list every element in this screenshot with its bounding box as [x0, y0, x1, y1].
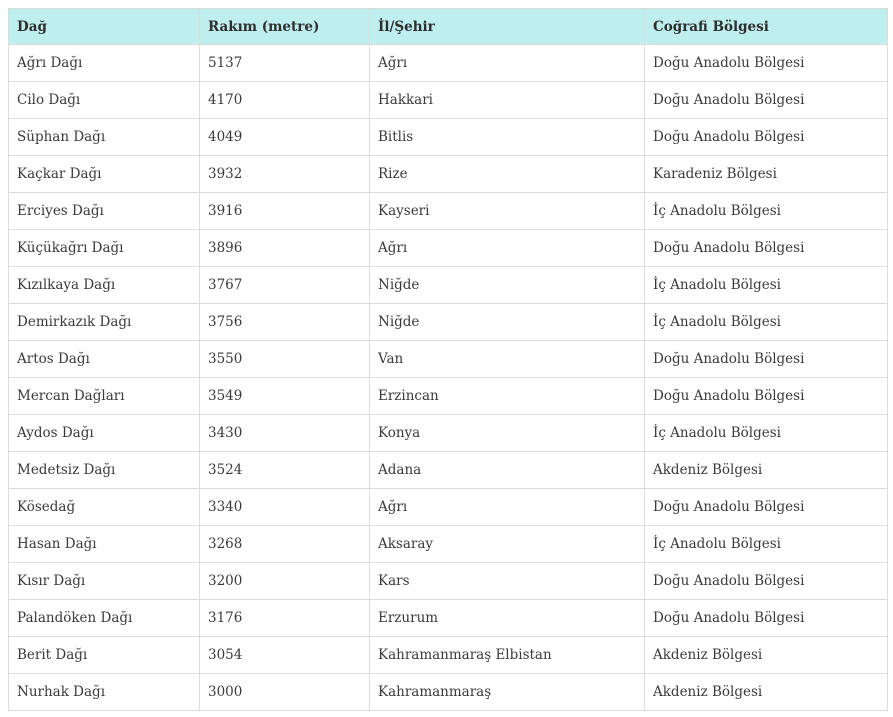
cell-region: Doğu Anadolu Bölgesi: [644, 229, 888, 267]
cell-mountain: Kızılkaya Dağı: [8, 266, 200, 304]
table-row: Nurhak Dağı 3000 Kahramanmaraş Akdeniz Bölg…: [8, 673, 888, 711]
cell-region: Doğu Anadolu Bölgesi: [644, 599, 888, 637]
table-row: Medetsiz Dağı 3524 Adana Akdeniz Bölgesi: [8, 451, 888, 489]
cell-altitude: 3054: [199, 636, 370, 674]
cell-altitude: 3000: [199, 673, 370, 711]
cell-city: Niğde: [369, 266, 645, 304]
cell-mountain: Demirkazık Dağı: [8, 303, 200, 341]
cell-mountain: Mercan Dağları: [8, 377, 200, 415]
table-row: Kızılkaya Dağı 3767 Niğde İç Anadolu Bölges…: [8, 266, 888, 304]
cell-city: Erzincan: [369, 377, 645, 415]
cell-mountain: Nurhak Dağı: [8, 673, 200, 711]
cell-mountain: Hasan Dağı: [8, 525, 200, 563]
cell-region: Karadeniz Bölgesi: [644, 155, 888, 193]
table-row: Ağrı Dağı 5137 Ağrı Doğu Anadolu Bölgesi: [8, 44, 888, 82]
cell-mountain: Artos Dağı: [8, 340, 200, 378]
cell-altitude: 5137: [199, 44, 370, 82]
cell-region: Akdeniz Bölgesi: [644, 673, 888, 711]
cell-region: Doğu Anadolu Bölgesi: [644, 340, 888, 378]
cell-city: Kars: [369, 562, 645, 600]
cell-altitude: 4170: [199, 81, 370, 119]
cell-city: Niğde: [369, 303, 645, 341]
cell-altitude: 3916: [199, 192, 370, 230]
table-row: Erciyes Dağı 3916 Kayseri İç Anadolu Bölges…: [8, 192, 888, 230]
header-row: Dağ Rakım (metre) İl/Şehir Coğrafi Bölge…: [8, 8, 888, 45]
cell-city: Adana: [369, 451, 645, 489]
cell-city: Rize: [369, 155, 645, 193]
header-mountain: Dağ: [8, 8, 200, 45]
table-row: Kısır Dağı 3200 Kars Doğu Anadolu Bölgesi: [8, 562, 888, 600]
cell-mountain: Berit Dağı: [8, 636, 200, 674]
cell-mountain: Küçükağrı Dağı: [8, 229, 200, 267]
header-city: İl/Şehir: [369, 8, 645, 45]
cell-region: Doğu Anadolu Bölgesi: [644, 488, 888, 526]
header-altitude: Rakım (metre): [199, 8, 370, 45]
cell-altitude: 3524: [199, 451, 370, 489]
cell-region: İç Anadolu Bölgesi: [644, 303, 888, 341]
cell-altitude: 3896: [199, 229, 370, 267]
cell-city: Aksaray: [369, 525, 645, 563]
cell-altitude: 3550: [199, 340, 370, 378]
cell-city: Ağrı: [369, 229, 645, 267]
cell-altitude: 3176: [199, 599, 370, 637]
cell-mountain: Ağrı Dağı: [8, 44, 200, 82]
table-body: Ağrı Dağı 5137 Ağrı Doğu Anadolu Bölgesi Cil…: [8, 44, 888, 711]
cell-mountain: Süphan Dağı: [8, 118, 200, 156]
table-row: Kaçkar Dağı 3932 Rize Karadeniz Bölgesi: [8, 155, 888, 193]
cell-altitude: 3200: [199, 562, 370, 600]
table-row: Palandöken Dağı 3176 Erzurum Doğu Anadolu B…: [8, 599, 888, 637]
table-row: Küçükağrı Dağı 3896 Ağrı Doğu Anadolu Bölge…: [8, 229, 888, 267]
cell-region: İç Anadolu Bölgesi: [644, 525, 888, 563]
table-row: Artos Dağı 3550 Van Doğu Anadolu Bölgesi: [8, 340, 888, 378]
cell-mountain: Palandöken Dağı: [8, 599, 200, 637]
cell-altitude: 3932: [199, 155, 370, 193]
cell-city: Kayseri: [369, 192, 645, 230]
cell-region: İç Anadolu Bölgesi: [644, 192, 888, 230]
cell-city: Ağrı: [369, 44, 645, 82]
cell-mountain: Kösedağ: [8, 488, 200, 526]
cell-city: Erzurum: [369, 599, 645, 637]
table-row: Mercan Dağları 3549 Erzincan Doğu Anadolu B…: [8, 377, 888, 415]
cell-city: Bitlis: [369, 118, 645, 156]
table-row: Süphan Dağı 4049 Bitlis Doğu Anadolu Bölges…: [8, 118, 888, 156]
cell-city: Konya: [369, 414, 645, 452]
cell-altitude: 3430: [199, 414, 370, 452]
cell-city: Kahramanmaraş Elbistan: [369, 636, 645, 674]
cell-mountain: Kaçkar Dağı: [8, 155, 200, 193]
cell-altitude: 4049: [199, 118, 370, 156]
table-row: Cilo Dağı 4170 Hakkari Doğu Anadolu Bölgesi: [8, 81, 888, 119]
cell-altitude: 3756: [199, 303, 370, 341]
table-row: Demirkazık Dağı 3756 Niğde İç Anadolu Bölge…: [8, 303, 888, 341]
cell-altitude: 3340: [199, 488, 370, 526]
cell-mountain: Cilo Dağı: [8, 81, 200, 119]
cell-region: Akdeniz Bölgesi: [644, 636, 888, 674]
cell-city: Hakkari: [369, 81, 645, 119]
cell-mountain: Erciyes Dağı: [8, 192, 200, 230]
table-row: Hasan Dağı 3268 Aksaray İç Anadolu Bölgesi: [8, 525, 888, 563]
cell-region: İç Anadolu Bölgesi: [644, 414, 888, 452]
cell-altitude: 3767: [199, 266, 370, 304]
cell-region: Doğu Anadolu Bölgesi: [644, 81, 888, 119]
cell-mountain: Medetsiz Dağı: [8, 451, 200, 489]
header-region: Coğrafi Bölgesi: [644, 8, 888, 45]
cell-altitude: 3268: [199, 525, 370, 563]
cell-mountain: Kısır Dağı: [8, 562, 200, 600]
cell-region: Doğu Anadolu Bölgesi: [644, 44, 888, 82]
cell-city: Ağrı: [369, 488, 645, 526]
cell-mountain: Aydos Dağı: [8, 414, 200, 452]
cell-region: Doğu Anadolu Bölgesi: [644, 377, 888, 415]
cell-city: Van: [369, 340, 645, 378]
mountains-table: Dağ Rakım (metre) İl/Şehir Coğrafi Bölge…: [8, 8, 888, 711]
cell-region: İç Anadolu Bölgesi: [644, 266, 888, 304]
cell-region: Doğu Anadolu Bölgesi: [644, 562, 888, 600]
table-row: Aydos Dağı 3430 Konya İç Anadolu Bölgesi: [8, 414, 888, 452]
cell-altitude: 3549: [199, 377, 370, 415]
table-row: Berit Dağı 3054 Kahramanmaraş Elbistan Akde…: [8, 636, 888, 674]
cell-city: Kahramanmaraş: [369, 673, 645, 711]
cell-region: Doğu Anadolu Bölgesi: [644, 118, 888, 156]
cell-region: Akdeniz Bölgesi: [644, 451, 888, 489]
table-row: Kösedağ 3340 Ağrı Doğu Anadolu Bölgesi: [8, 488, 888, 526]
